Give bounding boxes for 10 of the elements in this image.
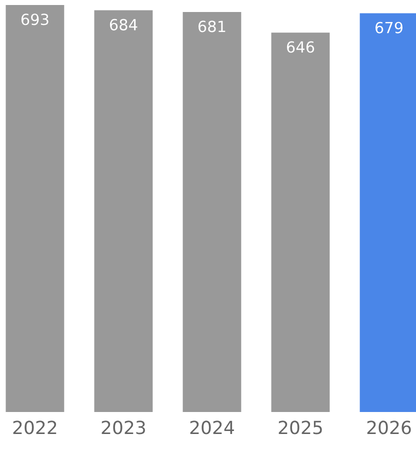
data-label: 681: [198, 20, 226, 32]
x-tick-label: 2023: [102, 420, 145, 434]
data-label: 693: [21, 14, 48, 26]
x-tick-label: 2025: [278, 420, 322, 434]
data-label: 646: [286, 41, 314, 53]
x-tick-label: 2024: [190, 420, 234, 434]
data-label: 684: [110, 18, 138, 30]
data-label: 679: [375, 22, 403, 34]
x-tick-label: 2022: [13, 420, 56, 434]
x-tick-label: 2026: [367, 420, 411, 434]
